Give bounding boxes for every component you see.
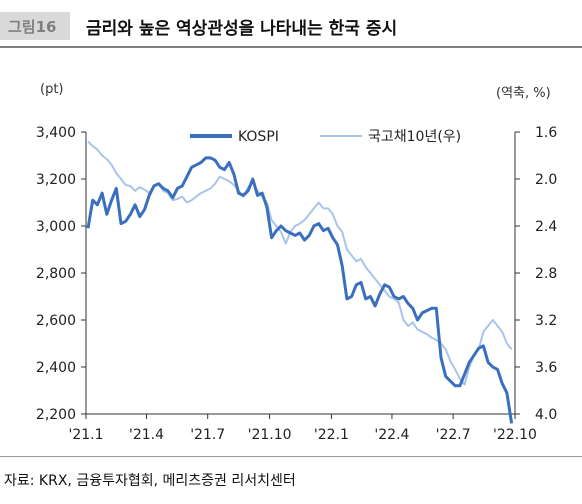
left-y-tick-label: 3,400 <box>36 125 76 141</box>
left-y-tick-label: 2,200 <box>36 407 76 423</box>
x-tick-label: '21.1 <box>68 427 103 443</box>
legend-label-kospi: KOSPI <box>238 129 279 145</box>
x-tick-label: '21.7 <box>190 427 225 443</box>
left-y-tick-label: 3,200 <box>36 172 76 188</box>
left-y-tick-label: 2,600 <box>36 313 76 329</box>
x-tick-label: '21.4 <box>129 427 164 443</box>
x-tick-label: '22.10 <box>493 427 537 443</box>
x-tick-label: '22.7 <box>436 427 471 443</box>
x-tick-label: '21.10 <box>248 427 292 443</box>
right-y-tick-label: 2.8 <box>535 266 557 282</box>
figure-header: 그림16 금리와 높은 역상관성을 나타내는 한국 증시 <box>0 0 582 50</box>
left-y-tick-label: 2,400 <box>36 360 76 376</box>
source-divider <box>0 456 582 457</box>
figure-number-tag: 그림16 <box>0 12 70 40</box>
left-y-tick-label: 2,800 <box>36 266 76 282</box>
right-y-tick-label: 2.4 <box>535 219 557 235</box>
left-axis-unit: (pt) <box>40 82 64 97</box>
source-note: 자료: KRX, 금융투자협회, 메리츠증권 리서치센터 <box>4 473 296 489</box>
figure-title: 금리와 높은 역상관성을 나타내는 한국 증시 <box>86 19 398 39</box>
right-y-tick-label: 3.2 <box>535 313 557 329</box>
x-tick-label: '22.1 <box>314 427 349 443</box>
right-y-tick-label: 1.6 <box>535 125 557 141</box>
series-line-bond-10y <box>87 140 513 386</box>
right-y-tick-label: 2.0 <box>535 172 557 188</box>
right-axis-unit: (역축, %) <box>496 86 551 101</box>
header-divider <box>0 46 582 48</box>
figure-number: 그림16 <box>8 18 57 36</box>
right-y-tick-label: 4.0 <box>535 407 557 423</box>
legend-label-bond-10y: 국고채10년(우) <box>368 129 461 145</box>
right-y-tick-label: 3.6 <box>535 360 557 376</box>
left-y-tick-label: 3,000 <box>36 219 76 235</box>
series-line-kospi <box>86 156 514 424</box>
x-tick-label: '22.4 <box>374 427 409 443</box>
